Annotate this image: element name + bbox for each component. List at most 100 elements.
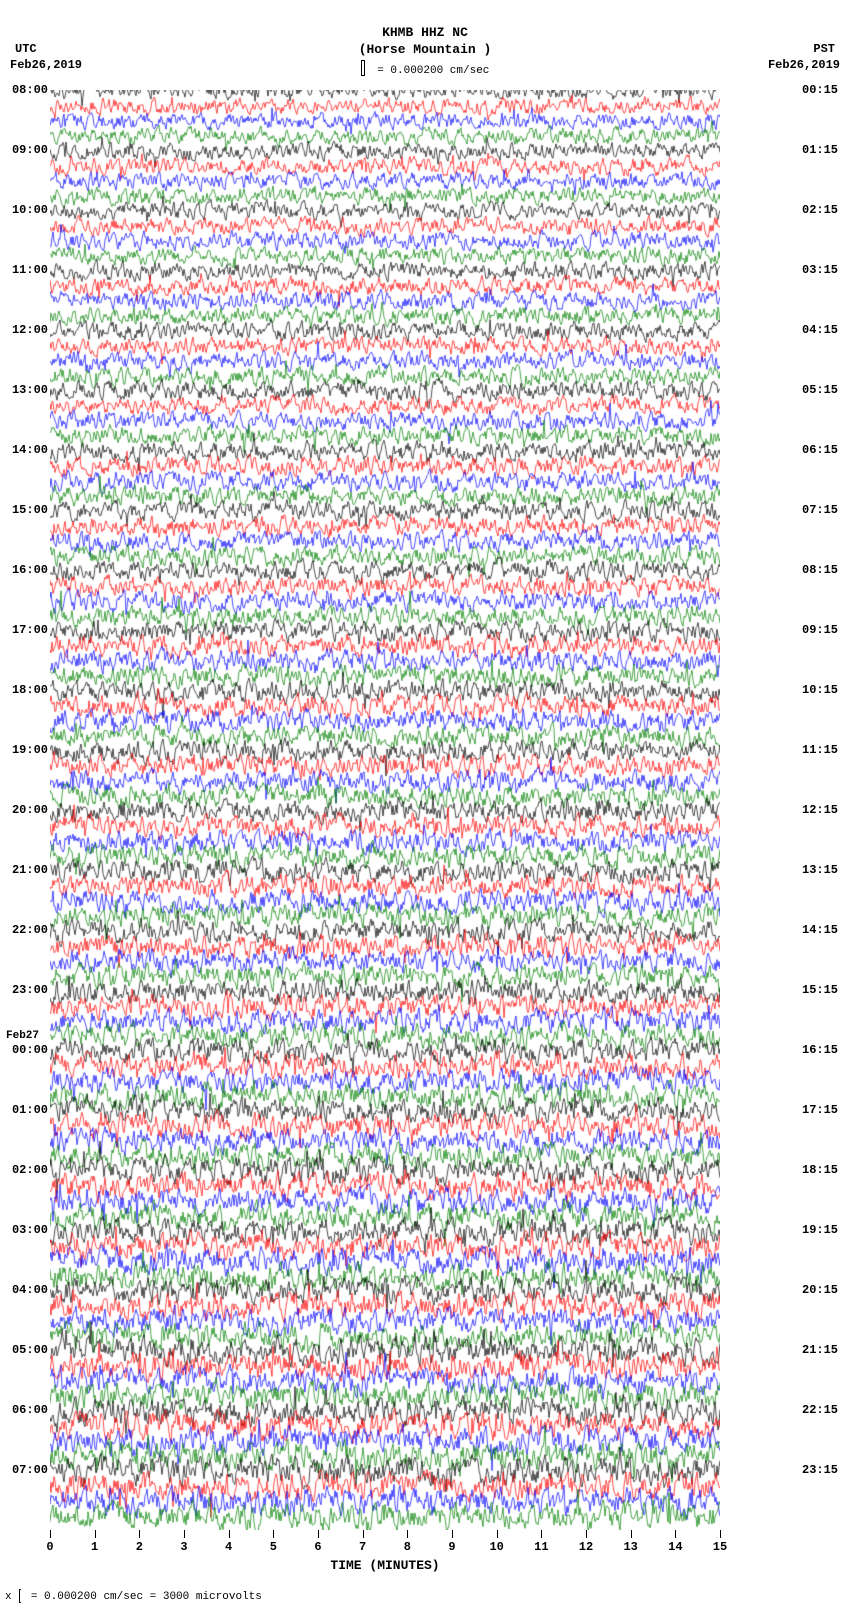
x-tick-label: 1 (91, 1540, 98, 1554)
x-tick (675, 1530, 676, 1538)
right-hour-label: 17:15 (802, 1104, 842, 1116)
footer-text: = 0.000200 cm/sec = 3000 microvolts (31, 1591, 262, 1603)
left-hour-label: 11:00 (8, 264, 48, 276)
x-tick (95, 1530, 96, 1538)
left-hour-label: 23:00 (8, 984, 48, 996)
x-tick-label: 10 (489, 1540, 503, 1554)
x-tick (229, 1530, 230, 1538)
right-hour-label: 09:15 (802, 624, 842, 636)
helicorder-page: KHMB HHZ NC (Horse Mountain ) = 0.000200… (0, 0, 850, 1613)
right-hour-label: 03:15 (802, 264, 842, 276)
left-hour-label: 18:00 (8, 684, 48, 696)
left-hour-label: 13:00 (8, 384, 48, 396)
right-timezone-label: PST (813, 42, 835, 56)
x-tick-label: 2 (136, 1540, 143, 1554)
left-hour-label: 21:00 (8, 864, 48, 876)
left-hour-label: 15:00 (8, 504, 48, 516)
left-hour-label: 06:00 (8, 1404, 48, 1416)
x-tick (318, 1530, 319, 1538)
x-tick-label: 11 (534, 1540, 548, 1554)
footer-prefix: x (5, 1591, 12, 1603)
x-tick-label: 6 (314, 1540, 321, 1554)
right-hour-label: 22:15 (802, 1404, 842, 1416)
right-hour-label: 18:15 (802, 1164, 842, 1176)
right-hour-label: 16:15 (802, 1044, 842, 1056)
x-tick (139, 1530, 140, 1538)
left-hour-label: 16:00 (8, 564, 48, 576)
left-hour-label: 08:00 (8, 84, 48, 96)
right-hour-label: 10:15 (802, 684, 842, 696)
x-tick-label: 13 (623, 1540, 637, 1554)
right-hour-label: 00:15 (802, 84, 842, 96)
right-hour-label: 01:15 (802, 144, 842, 156)
left-hour-label: 19:00 (8, 744, 48, 756)
station-title: KHMB HHZ NC (0, 25, 850, 40)
footer-scale: x = 0.000200 cm/sec = 3000 microvolts (5, 1589, 262, 1603)
right-hour-label: 20:15 (802, 1284, 842, 1296)
right-hour-label: 15:15 (802, 984, 842, 996)
x-tick-label: 0 (46, 1540, 53, 1554)
right-hour-label: 14:15 (802, 924, 842, 936)
right-date-label: Feb26,2019 (768, 58, 840, 72)
x-tick-label: 8 (404, 1540, 411, 1554)
right-hour-label: 04:15 (802, 324, 842, 336)
x-tick (50, 1530, 51, 1538)
left-hour-label: 04:00 (8, 1284, 48, 1296)
scale-bar-icon (361, 60, 365, 76)
x-tick (452, 1530, 453, 1538)
x-tick (273, 1530, 274, 1538)
left-hour-label: 02:00 (8, 1164, 48, 1176)
left-hour-label: 03:00 (8, 1224, 48, 1236)
x-tick-label: 5 (270, 1540, 277, 1554)
right-hour-label: 02:15 (802, 204, 842, 216)
left-date-label: Feb26,2019 (10, 58, 82, 72)
helicorder-canvas (50, 90, 720, 1530)
x-tick (363, 1530, 364, 1538)
left-hour-label: 05:00 (8, 1344, 48, 1356)
x-tick (497, 1530, 498, 1538)
right-hour-label: 23:15 (802, 1464, 842, 1476)
right-hour-label: 12:15 (802, 804, 842, 816)
right-hour-label: 06:15 (802, 444, 842, 456)
location-title: (Horse Mountain ) (0, 42, 850, 57)
left-hour-label: 14:00 (8, 444, 48, 456)
left-hour-label: 00:00 (8, 1044, 48, 1056)
date-marker: Feb27 (6, 1030, 39, 1042)
right-hour-label: 07:15 (802, 504, 842, 516)
footer-scale-bar-icon (19, 1589, 21, 1603)
x-tick-label: 4 (225, 1540, 232, 1554)
x-tick-label: 9 (448, 1540, 455, 1554)
left-hour-label: 07:00 (8, 1464, 48, 1476)
x-tick-label: 14 (668, 1540, 682, 1554)
x-tick (720, 1530, 721, 1538)
left-timezone-label: UTC (15, 42, 37, 56)
right-hour-label: 11:15 (802, 744, 842, 756)
scale-text: = 0.000200 cm/sec (377, 65, 489, 77)
x-tick (541, 1530, 542, 1538)
x-axis: TIME (MINUTES) 0123456789101112131415 (50, 1530, 720, 1570)
left-hour-label: 22:00 (8, 924, 48, 936)
x-tick (586, 1530, 587, 1538)
left-hour-label: 12:00 (8, 324, 48, 336)
x-tick (631, 1530, 632, 1538)
right-hour-labels: 00:1501:1502:1503:1504:1505:1506:1507:15… (802, 90, 842, 1530)
left-hour-label: 09:00 (8, 144, 48, 156)
right-hour-label: 08:15 (802, 564, 842, 576)
right-hour-label: 13:15 (802, 864, 842, 876)
x-axis-label: TIME (MINUTES) (330, 1558, 439, 1573)
x-tick (407, 1530, 408, 1538)
left-hour-label: 17:00 (8, 624, 48, 636)
x-tick-label: 7 (359, 1540, 366, 1554)
x-tick-label: 12 (579, 1540, 593, 1554)
x-tick-label: 15 (713, 1540, 727, 1554)
x-tick-label: 3 (180, 1540, 187, 1554)
left-hour-labels: 08:0009:0010:0011:0012:0013:0014:0015:00… (8, 90, 48, 1530)
left-hour-label: 01:00 (8, 1104, 48, 1116)
helicorder-plot-area (50, 90, 720, 1530)
scale-indicator: = 0.000200 cm/sec (0, 62, 850, 78)
right-hour-label: 21:15 (802, 1344, 842, 1356)
left-hour-label: 20:00 (8, 804, 48, 816)
x-tick (184, 1530, 185, 1538)
right-hour-label: 19:15 (802, 1224, 842, 1236)
left-hour-label: 10:00 (8, 204, 48, 216)
